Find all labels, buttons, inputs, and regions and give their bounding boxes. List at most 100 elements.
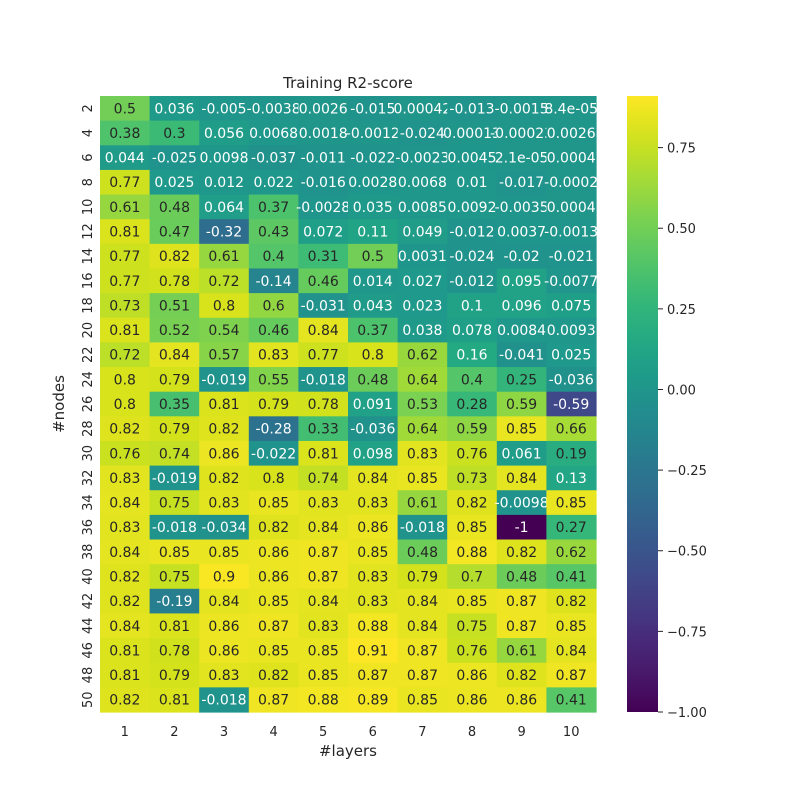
heatmap-cell (248, 342, 299, 368)
heatmap-cell (348, 490, 399, 516)
cell-label: 0.37 (357, 323, 388, 339)
cell-label: 0.036 (154, 101, 194, 117)
heatmap-cell (546, 96, 597, 122)
cell-label: 0.4 (262, 249, 284, 265)
y-tick-label: 44 (81, 617, 96, 634)
cell-label: 0.75 (456, 619, 487, 635)
cell-label: 0.84 (357, 471, 388, 487)
heatmap-cell (199, 120, 250, 146)
cell-label: -0.011 (301, 151, 346, 167)
cell-label: 0.01 (456, 175, 487, 191)
cell-label: -0.28 (255, 422, 291, 438)
x-tick-label: 8 (468, 725, 476, 740)
x-tick-label: 5 (319, 725, 327, 740)
cell-label: 0.85 (308, 668, 339, 684)
y-tick-label: 6 (81, 153, 96, 161)
heatmap-cell (100, 416, 151, 442)
cell-label: 0.52 (159, 323, 190, 339)
heatmap-cell (248, 465, 299, 491)
heatmap-cell (348, 564, 399, 590)
cell-label: 0.0026 (299, 101, 348, 117)
heatmap-cell (397, 416, 448, 442)
cell-label: 0.85 (258, 496, 289, 512)
heatmap-cell (100, 440, 151, 467)
cell-label: 0.83 (308, 619, 339, 635)
heatmap-cell (496, 687, 547, 713)
cell-label: -1 (515, 520, 529, 536)
cell-label: 0.51 (159, 298, 190, 314)
cell-label: -0.024 (449, 249, 494, 265)
cell-label: -0.022 (350, 151, 395, 167)
heatmap-cell (298, 219, 349, 245)
cell-label: 0.31 (308, 249, 339, 265)
cell-label: 0.85 (258, 594, 289, 610)
heatmap-cell (397, 293, 448, 319)
cell-label: 0.82 (109, 594, 140, 610)
heatmap-cell (546, 564, 597, 590)
cell-label: 0.0084 (497, 323, 546, 339)
heatmap-cell (298, 268, 349, 294)
cell-label: 0.19 (556, 446, 587, 462)
y-tick-label: 40 (81, 568, 96, 585)
cell-label: -0.017 (499, 175, 544, 191)
heatmap-cell (100, 293, 151, 319)
y-tick-label: 20 (81, 322, 96, 339)
heatmap-cell (149, 638, 200, 664)
cell-label: 0.096 (502, 298, 542, 314)
cell-label: 0.11 (357, 225, 388, 241)
y-tick-label: 46 (81, 642, 96, 659)
heatmap-cell (298, 169, 349, 196)
heatmap-cell (248, 219, 299, 245)
cell-label: 0.91 (357, 643, 388, 659)
cell-label: 0.48 (506, 569, 537, 585)
cell-label: 0.075 (551, 298, 591, 314)
heatmap-cell (447, 194, 498, 220)
cell-label: 0.87 (258, 693, 289, 709)
cell-label: 0.81 (208, 397, 239, 413)
heatmap-cell (397, 539, 448, 565)
cell-label: 0.0028 (348, 175, 397, 191)
heatmap-cell (199, 662, 250, 688)
cell-label: 0.82 (109, 422, 140, 438)
heatmap-cell (546, 662, 597, 688)
cell-label: 0.82 (506, 545, 537, 561)
cell-label: 0.78 (308, 397, 339, 413)
heatmap-cell (447, 317, 498, 343)
heatmap-cell (348, 194, 399, 220)
heatmap-cell (199, 268, 250, 294)
heatmap-cell (298, 342, 349, 368)
cell-label: 2.1e-05 (495, 151, 549, 167)
y-tick-label: 28 (81, 420, 96, 437)
heatmap-cell (546, 514, 597, 541)
heatmap-cell (447, 588, 498, 615)
cell-label: 0.82 (456, 496, 487, 512)
cell-label: -0.031 (301, 298, 346, 314)
heatmap-cell (100, 367, 151, 393)
cell-label: 0.59 (506, 397, 537, 413)
cell-label: 0.86 (258, 569, 289, 585)
cell-label: 0.84 (407, 619, 438, 635)
heatmap-cell (496, 490, 547, 516)
x-tick-label: 10 (563, 725, 580, 740)
heatmap-cell (298, 613, 349, 639)
cell-label: -0.32 (206, 225, 242, 241)
cell-label: 0.8 (213, 298, 235, 314)
cell-label: 0.72 (208, 274, 239, 290)
cell-label: 0.57 (208, 348, 239, 364)
cell-label: 0.0045 (448, 151, 497, 167)
heatmap-cell (298, 120, 349, 146)
heatmap-cell (447, 564, 498, 590)
heatmap-cell (397, 317, 448, 343)
heatmap-cell (149, 219, 200, 245)
heatmap-cell (248, 588, 299, 615)
heatmap-cell (298, 317, 349, 343)
cell-label: 0.86 (208, 643, 239, 659)
cell-label: -0.0035 (495, 200, 549, 216)
heatmap-cell (348, 268, 399, 294)
heatmap-cell (100, 219, 151, 245)
heatmap-cell (447, 514, 498, 541)
cell-label: 0.85 (556, 619, 587, 635)
cell-label: 0.8 (114, 397, 136, 413)
cell-label: 0.13 (556, 471, 587, 487)
cell-label: 0.83 (208, 668, 239, 684)
